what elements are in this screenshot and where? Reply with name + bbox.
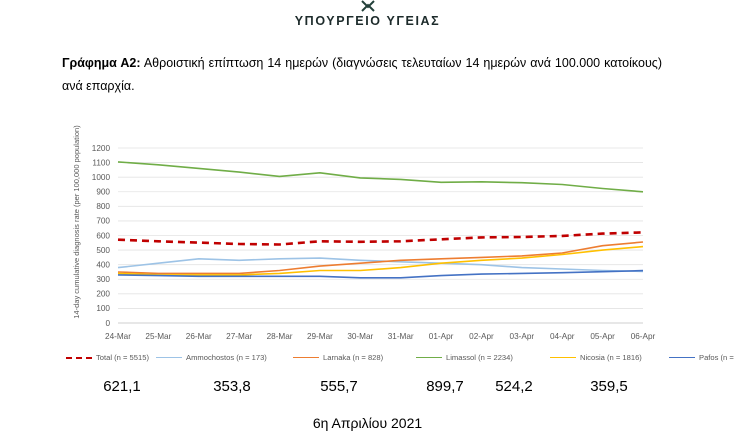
x-tick-label: 01-Apr: [429, 332, 454, 341]
final-value-larnaka: 555,7: [320, 378, 358, 395]
y-axis-ticks: 0 100 200 300 400 500 600 700 800 900 1000 1100 1200: [92, 144, 111, 328]
x-tick-label: 28-Mar: [267, 332, 293, 341]
y-tick-label: 0: [105, 319, 110, 328]
y-tick-label: 1200: [92, 144, 111, 153]
series-line-limassol: [117, 161, 644, 193]
x-tick-label: 29-Mar: [307, 332, 333, 341]
y-tick-label: 600: [96, 231, 110, 240]
figure-label: Γράφημα Α2:: [62, 56, 141, 70]
y-axis-label: 14-day cumulative diagnosis rate (per 10…: [72, 125, 81, 319]
chart-gridlines: [118, 147, 643, 324]
final-value-nicosia: 524,2: [495, 378, 533, 395]
ministry-emblem-icon: [361, 0, 375, 12]
x-tick-label: 24-Mar: [105, 332, 131, 341]
x-tick-label: 25-Mar: [145, 332, 171, 341]
y-tick-label: 500: [96, 246, 110, 255]
x-tick-label: 26-Mar: [186, 332, 212, 341]
x-tick-label: 02-Apr: [469, 332, 494, 341]
legend-label: Total (n = 5515): [96, 353, 149, 362]
legend-label: Ammochostos (n = 173): [186, 353, 267, 362]
series-line-larnaka: [117, 241, 644, 275]
y-tick-label: 700: [96, 217, 110, 226]
x-tick-label: 06-Apr: [631, 332, 656, 341]
series-line-total: [117, 231, 644, 246]
series-line-nicosia: [117, 245, 644, 276]
legend-swatch: [550, 357, 576, 358]
legend-label: Limassol (n = 2234): [446, 353, 513, 362]
y-tick-label: 400: [96, 260, 110, 269]
final-value-ammochostos: 353,8: [213, 378, 251, 395]
final-value-pafos: 359,5: [590, 378, 628, 395]
legend-label: Pafos (n = 343): [699, 353, 735, 362]
y-tick-label: 200: [96, 290, 110, 299]
legend-swatch: [293, 357, 319, 358]
final-value-limassol: 899,7: [426, 378, 464, 395]
final-value-total: 621,1: [103, 378, 141, 395]
y-tick-label: 100: [96, 304, 110, 313]
x-axis-ticks: 24-Mar 25-Mar 26-Mar 27-Mar 28-Mar 29-Mar 30-M…: [105, 332, 656, 341]
x-tick-label: 05-Apr: [590, 332, 615, 341]
y-tick-label: 800: [96, 202, 110, 211]
y-tick-label: 300: [96, 275, 110, 284]
x-tick-label: 31-Mar: [388, 332, 414, 341]
x-tick-label: 03-Apr: [510, 332, 535, 341]
legend-swatch: [669, 357, 695, 358]
legend-label: Nicosia (n = 1816): [580, 353, 642, 362]
series-line-pafos: [117, 269, 644, 279]
chart-legend: Total (n = 5515) Ammochostos (n = 173) Lar…: [66, 352, 735, 366]
y-tick-label: 1000: [92, 173, 111, 182]
chart-series: [117, 161, 644, 279]
figure-caption: Γράφημα Α2: Αθροιστική επίπτωση 14 ημερώ…: [62, 52, 662, 98]
legend-label: Larnaka (n = 828): [323, 353, 384, 362]
legend-swatch: [156, 357, 182, 358]
x-tick-label: 27-Mar: [226, 332, 252, 341]
y-tick-label: 1100: [92, 158, 110, 167]
ministry-title: ΥΠΟΥΡΓΕΙΟ ΥΓΕΙΑΣ: [294, 14, 441, 28]
figure-description: Αθροιστική επίπτωση 14 ημερών (διαγνώσει…: [62, 56, 662, 93]
x-tick-label: 30-Mar: [347, 332, 373, 341]
legend-swatch: [416, 357, 442, 358]
y-tick-label: 900: [96, 188, 110, 197]
legend-swatch: [66, 357, 92, 359]
report-date: 6η Απριλίου 2021: [312, 415, 423, 431]
x-tick-label: 04-Apr: [550, 332, 575, 341]
